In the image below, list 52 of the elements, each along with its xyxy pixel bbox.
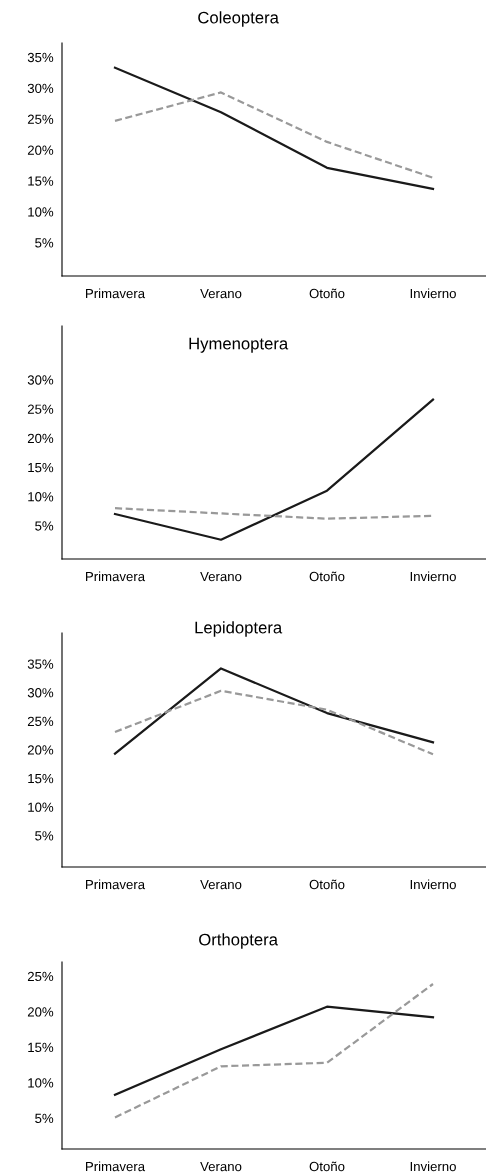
line-series <box>113 667 435 755</box>
y-tick-label: 10% <box>28 207 54 217</box>
y-tick-label: 35% <box>27 659 54 669</box>
y-tick-label: 25% <box>27 404 54 414</box>
x-tick-label: Primavera <box>86 879 146 890</box>
line-series <box>113 982 435 1119</box>
line-series <box>113 398 435 541</box>
x-tick-label: Verano <box>200 288 242 299</box>
y-tick-label: 30% <box>27 375 54 385</box>
x-tick-label: Primavera <box>86 571 146 582</box>
x-tick-label: Primavera <box>86 1161 146 1172</box>
x-tick-label: Invierno <box>410 571 456 582</box>
y-tick-label: 35% <box>27 52 54 63</box>
y-tick-label: 5% <box>35 521 54 531</box>
chart-title: Lepidoptera <box>195 621 283 637</box>
y-tick-label: 15% <box>28 773 54 784</box>
y-tick-label: 25% <box>27 716 54 727</box>
x-tick-label: Otoño <box>309 571 345 582</box>
line-series <box>113 91 435 179</box>
y-tick-label: 5% <box>35 238 54 248</box>
x-tick-label: Verano <box>200 879 242 890</box>
x-tick-label: Invierno <box>410 1161 456 1172</box>
x-tick-label: Verano <box>200 571 242 582</box>
x-tick-label: Invierno <box>410 879 456 890</box>
y-tick-label: 10% <box>28 1078 54 1088</box>
chart-title: Orthoptera <box>199 933 278 949</box>
y-tick-label: 25% <box>27 114 54 124</box>
y-tick-label: 30% <box>27 688 54 698</box>
y-tick-label: 5% <box>35 831 54 841</box>
x-tick-label: Invierno <box>410 288 456 299</box>
chart-title: Coleoptera <box>198 11 279 27</box>
y-tick-label: 20% <box>27 745 54 755</box>
x-tick-label: Verano <box>200 1161 242 1172</box>
y-tick-label: 20% <box>27 1007 54 1017</box>
x-tick-label: Otoño <box>309 288 345 299</box>
y-tick-label: 25% <box>27 971 54 982</box>
y-tick-label: 30% <box>27 83 54 94</box>
y-tick-label: 20% <box>27 145 54 155</box>
line-series <box>113 1005 435 1096</box>
x-tick-label: Otoño <box>309 1161 345 1172</box>
y-tick-label: 10% <box>28 802 54 812</box>
y-tick-label: 5% <box>35 1113 54 1124</box>
x-tick-label: Otoño <box>309 879 345 890</box>
line-series <box>113 689 435 756</box>
y-tick-label: 15% <box>28 1042 54 1053</box>
y-tick-label: 15% <box>28 462 54 473</box>
y-tick-label: 20% <box>27 433 54 444</box>
y-tick-label: 10% <box>28 492 54 502</box>
text: Hymenoptera <box>189 337 289 353</box>
line-series <box>113 66 435 190</box>
y-tick-label: 15% <box>28 176 54 186</box>
x-tick-label: Primavera <box>86 288 146 299</box>
